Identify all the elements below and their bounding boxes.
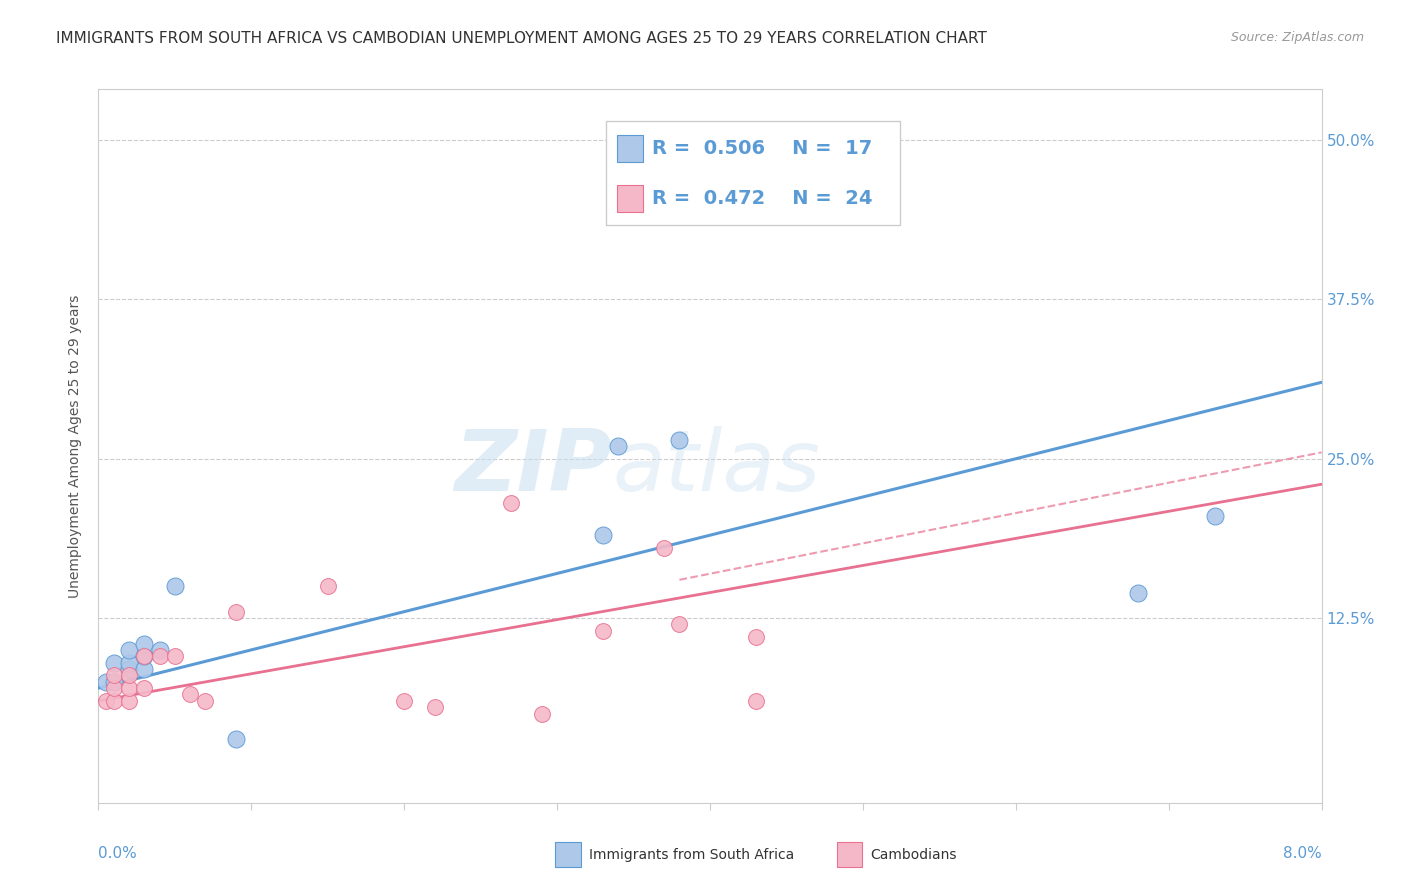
Point	[103, 681, 125, 695]
Point	[103, 668, 125, 682]
Point	[118, 681, 141, 695]
Text: R =  0.472    N =  24: R = 0.472 N = 24	[652, 189, 873, 208]
Point	[423, 700, 446, 714]
Text: R =  0.506    N =  17: R = 0.506 N = 17	[652, 139, 873, 158]
Point	[1204, 509, 1226, 524]
Point	[149, 643, 172, 657]
Text: Source: ZipAtlas.com: Source: ZipAtlas.com	[1230, 31, 1364, 45]
Text: ZIP: ZIP	[454, 425, 612, 509]
Point	[1128, 585, 1150, 599]
Point	[163, 579, 186, 593]
Point	[118, 643, 141, 657]
Point	[118, 662, 141, 676]
Point	[668, 617, 690, 632]
Text: Cambodians: Cambodians	[870, 847, 957, 862]
Point	[94, 694, 117, 708]
Point	[103, 674, 125, 689]
Point	[592, 624, 614, 638]
Point	[652, 541, 675, 555]
Point	[316, 579, 339, 593]
Point	[118, 694, 141, 708]
Point	[149, 649, 172, 664]
Point	[163, 649, 186, 664]
Point	[668, 433, 690, 447]
Text: IMMIGRANTS FROM SOUTH AFRICA VS CAMBODIAN UNEMPLOYMENT AMONG AGES 25 TO 29 YEARS: IMMIGRANTS FROM SOUTH AFRICA VS CAMBODIA…	[56, 31, 987, 46]
Point	[179, 688, 201, 702]
Point	[134, 649, 156, 664]
Text: atlas: atlas	[612, 425, 820, 509]
Point	[392, 694, 416, 708]
Text: 8.0%: 8.0%	[1282, 846, 1322, 861]
Point	[225, 732, 247, 747]
Point	[530, 706, 553, 721]
Point	[225, 605, 247, 619]
Point	[194, 694, 217, 708]
Point	[134, 649, 156, 664]
Point	[134, 636, 156, 650]
Y-axis label: Unemployment Among Ages 25 to 29 years: Unemployment Among Ages 25 to 29 years	[69, 294, 83, 598]
Text: 0.0%: 0.0%	[98, 846, 138, 861]
Text: Immigrants from South Africa: Immigrants from South Africa	[589, 847, 794, 862]
Point	[118, 656, 141, 670]
Point	[501, 496, 523, 510]
Point	[134, 662, 156, 676]
Point	[607, 439, 630, 453]
Point	[745, 630, 768, 644]
Point	[592, 528, 614, 542]
Point	[94, 674, 117, 689]
Point	[118, 668, 141, 682]
Point	[103, 694, 125, 708]
Point	[103, 656, 125, 670]
Point	[745, 694, 768, 708]
Point	[134, 681, 156, 695]
